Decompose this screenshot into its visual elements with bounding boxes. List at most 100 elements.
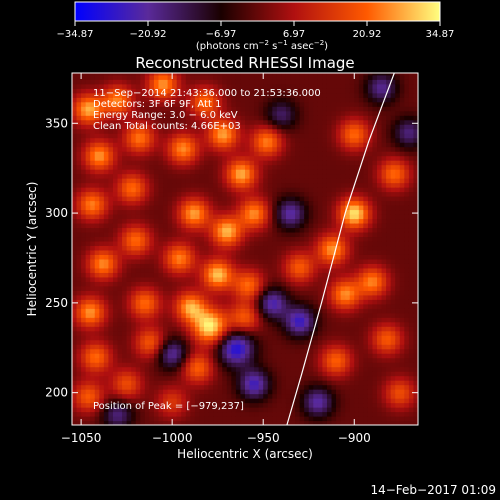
heatmap-cell xyxy=(144,151,150,157)
heatmap-cell xyxy=(349,106,355,112)
heatmap-cell xyxy=(158,213,164,220)
heatmap-cell xyxy=(349,137,355,143)
heatmap-cell xyxy=(326,407,333,413)
heatmap-cell xyxy=(281,173,287,179)
heatmap-cell xyxy=(304,281,310,287)
heatmap-cell xyxy=(299,151,305,157)
heatmap-cell xyxy=(258,312,264,318)
heatmap-cell xyxy=(349,142,355,148)
heatmap-cell xyxy=(295,245,301,251)
heatmap-cell xyxy=(126,173,132,179)
heatmap-cell xyxy=(199,317,205,323)
heatmap-cell xyxy=(94,178,100,184)
heatmap-cell xyxy=(240,249,246,255)
heatmap-cell xyxy=(222,182,228,188)
heatmap-cell xyxy=(245,339,251,345)
heatmap-cell xyxy=(135,160,141,166)
heatmap-cell xyxy=(267,209,273,215)
heatmap-cell xyxy=(281,146,287,152)
heatmap-cell xyxy=(94,335,100,341)
heatmap-cell xyxy=(140,267,146,273)
heatmap-cell xyxy=(208,236,214,242)
heatmap-cell xyxy=(285,335,292,341)
heatmap-cell xyxy=(240,245,246,251)
heatmap-cell xyxy=(222,398,228,404)
heatmap-cell xyxy=(213,245,219,251)
heatmap-cell xyxy=(185,375,191,381)
heatmap-cell xyxy=(326,353,333,359)
heatmap-cell xyxy=(272,231,278,238)
heatmap-cell xyxy=(295,285,301,291)
heatmap-cell xyxy=(163,106,169,112)
heatmap-cell xyxy=(240,83,246,89)
heatmap-cell xyxy=(194,191,201,197)
heatmap-cell xyxy=(299,402,305,408)
heatmap-cell xyxy=(163,371,169,377)
heatmap-cell xyxy=(263,187,269,193)
heatmap-cell xyxy=(313,133,319,139)
heatmap-cell xyxy=(272,348,278,354)
heatmap-cell xyxy=(103,218,110,224)
heatmap-cell xyxy=(135,321,141,327)
heatmap-cell xyxy=(263,290,269,296)
heatmap-cell xyxy=(304,124,310,130)
heatmap-cell xyxy=(94,101,100,107)
heatmap-cell xyxy=(258,245,264,251)
heatmap-cell xyxy=(190,366,196,372)
heatmap-cell xyxy=(76,384,82,390)
heatmap-cell xyxy=(208,205,214,211)
heatmap-cell xyxy=(131,128,137,134)
heatmap-cell xyxy=(272,142,278,148)
heatmap-cell xyxy=(222,74,228,80)
heatmap-cell xyxy=(99,119,105,125)
heatmap-cell xyxy=(213,236,219,242)
heatmap-cell xyxy=(354,398,360,404)
heatmap-cell xyxy=(322,362,328,368)
heatmap-cell xyxy=(135,155,141,161)
heatmap-cell xyxy=(322,276,328,282)
heatmap-cell xyxy=(94,79,100,85)
heatmap-cell xyxy=(245,101,251,107)
heatmap-cell xyxy=(126,155,132,161)
heatmap-cell xyxy=(85,272,91,278)
heatmap-cell xyxy=(304,200,310,206)
heatmap-cell xyxy=(290,101,296,107)
heatmap-cell xyxy=(153,357,160,363)
heatmap-cell xyxy=(345,142,351,148)
heatmap-cell xyxy=(290,187,296,193)
heatmap-cell xyxy=(336,380,342,386)
heatmap-cell xyxy=(254,380,260,386)
heatmap-cell xyxy=(304,128,310,134)
heatmap-cell xyxy=(135,384,141,390)
heatmap-cell xyxy=(85,416,91,422)
heatmap-cell xyxy=(345,398,351,404)
heatmap-cell xyxy=(231,267,237,273)
heatmap-cell xyxy=(158,178,164,184)
heatmap-cell xyxy=(204,321,210,327)
heatmap-cell xyxy=(194,357,201,363)
heatmap-cell xyxy=(72,182,78,188)
heatmap-cell xyxy=(249,74,255,80)
heatmap-cell xyxy=(226,124,232,130)
heatmap-cell xyxy=(103,290,110,296)
heatmap-cell xyxy=(112,178,119,184)
heatmap-cell xyxy=(299,142,305,148)
heatmap-cell xyxy=(213,146,219,152)
heatmap-cell xyxy=(299,303,305,309)
heatmap-cell xyxy=(235,110,242,116)
heatmap-cell xyxy=(85,326,91,332)
heatmap-cell xyxy=(322,83,328,89)
heatmap-cell xyxy=(349,380,355,386)
heatmap-cell xyxy=(126,74,132,80)
heatmap-cell xyxy=(108,299,114,305)
heatmap-cell xyxy=(172,222,178,229)
heatmap-cell xyxy=(153,164,160,170)
heatmap-cell xyxy=(185,182,191,188)
heatmap-cell xyxy=(285,272,292,278)
heatmap-cell xyxy=(176,398,182,404)
heatmap-cell xyxy=(331,290,337,296)
heatmap-cell xyxy=(267,407,273,413)
heatmap-cell xyxy=(231,411,237,417)
heatmap-cell xyxy=(117,227,123,233)
